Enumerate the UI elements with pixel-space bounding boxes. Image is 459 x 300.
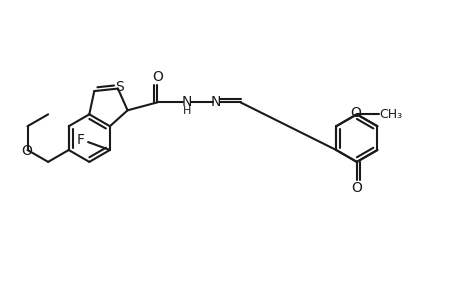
Text: O: O (351, 181, 362, 195)
Text: F: F (76, 133, 84, 147)
Text: H: H (182, 106, 191, 116)
Text: CH₃: CH₃ (378, 108, 401, 121)
Text: O: O (21, 144, 32, 158)
Text: S: S (115, 80, 124, 94)
Text: O: O (151, 70, 162, 84)
Text: O: O (350, 106, 360, 120)
Text: N: N (181, 95, 192, 110)
Text: N: N (210, 95, 220, 110)
